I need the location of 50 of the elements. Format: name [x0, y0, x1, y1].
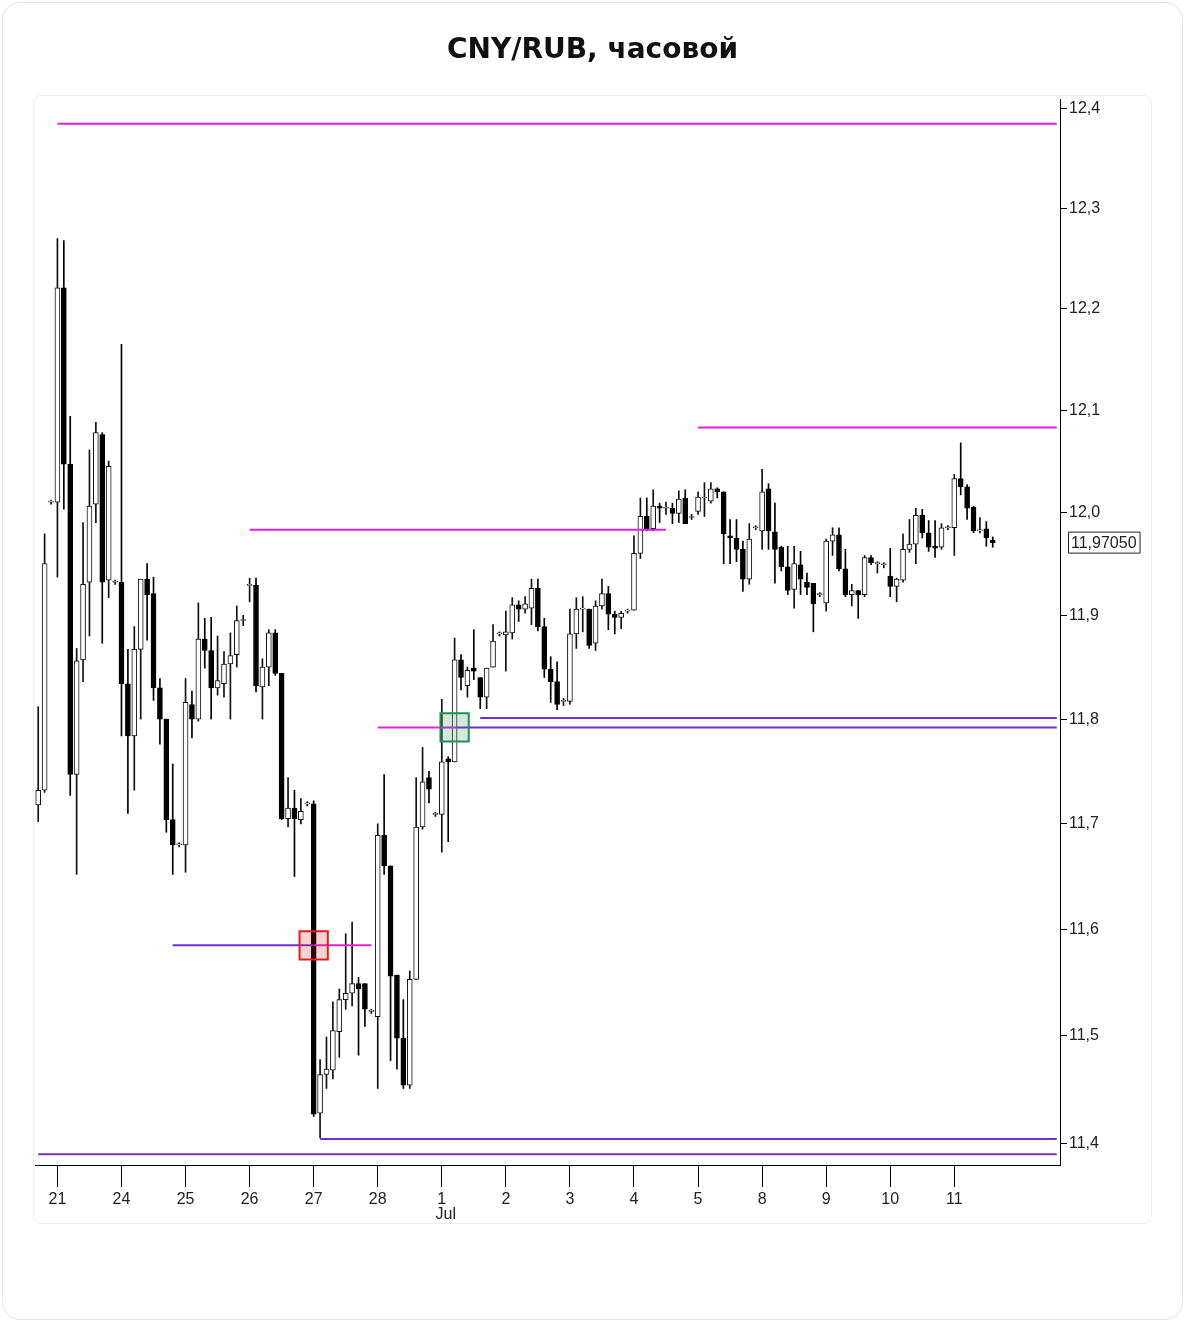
candlestick [304, 801, 311, 807]
candlestick [176, 842, 182, 848]
x-tick-label: 1 [437, 1190, 447, 1208]
candlestick [342, 933, 349, 1010]
y-tick-label: 12,4 [1069, 99, 1101, 117]
candlestick [977, 517, 983, 534]
candlestick [285, 777, 291, 828]
candlestick [471, 629, 477, 680]
candlestick [579, 596, 586, 633]
candlestick [848, 583, 855, 607]
x-tick-label: 10 [881, 1190, 900, 1208]
x-tick-label: 2 [501, 1190, 511, 1208]
candlestick [772, 502, 778, 584]
y-tick-label: 11,9 [1069, 605, 1100, 623]
y-tick-label: 12,1 [1069, 400, 1101, 418]
text: 11,97050 [1071, 534, 1137, 552]
x-tick-label: 8 [757, 1190, 767, 1208]
candlestick [201, 618, 208, 669]
y-tick-label: 11,4 [1069, 1133, 1100, 1151]
candlestick [169, 763, 176, 875]
x-tick-label: 25 [176, 1190, 195, 1208]
y-tick-label: 11,7 [1069, 814, 1100, 832]
candlestick [349, 921, 355, 1007]
candlestick [35, 706, 42, 823]
chart-title: CNY/RUB, часовой [445, 32, 739, 65]
y-tick-label: 12,2 [1069, 299, 1101, 317]
text: Jul [435, 1205, 457, 1223]
x-tick-label: 21 [48, 1190, 67, 1208]
candlestick [144, 563, 150, 641]
y-tick-label: 11,5 [1069, 1026, 1100, 1044]
candlestick [445, 756, 452, 843]
x-tick-label: 4 [629, 1190, 639, 1208]
x-tick-label: 27 [304, 1190, 323, 1208]
candlestick [611, 610, 618, 635]
candlestick [932, 520, 938, 558]
x-tick-label: 3 [565, 1190, 575, 1208]
y-tick-label: 12,0 [1069, 502, 1101, 520]
x-tick-label: 5 [693, 1190, 703, 1208]
x-tick-label: 28 [368, 1190, 387, 1208]
y-tick-label: 11,8 [1069, 709, 1100, 727]
x-tick-label: 11 [945, 1190, 963, 1208]
candlestick [957, 442, 964, 496]
y-tick-label: 12,3 [1069, 198, 1101, 216]
y-tick-label: 11,6 [1069, 919, 1100, 937]
x-tick-label: 9 [821, 1190, 831, 1208]
candlestick [855, 590, 862, 619]
x-tick-label: 26 [240, 1190, 259, 1208]
candlestick [663, 501, 669, 515]
x-tick-label: 24 [112, 1190, 131, 1208]
candlestick [887, 547, 894, 598]
